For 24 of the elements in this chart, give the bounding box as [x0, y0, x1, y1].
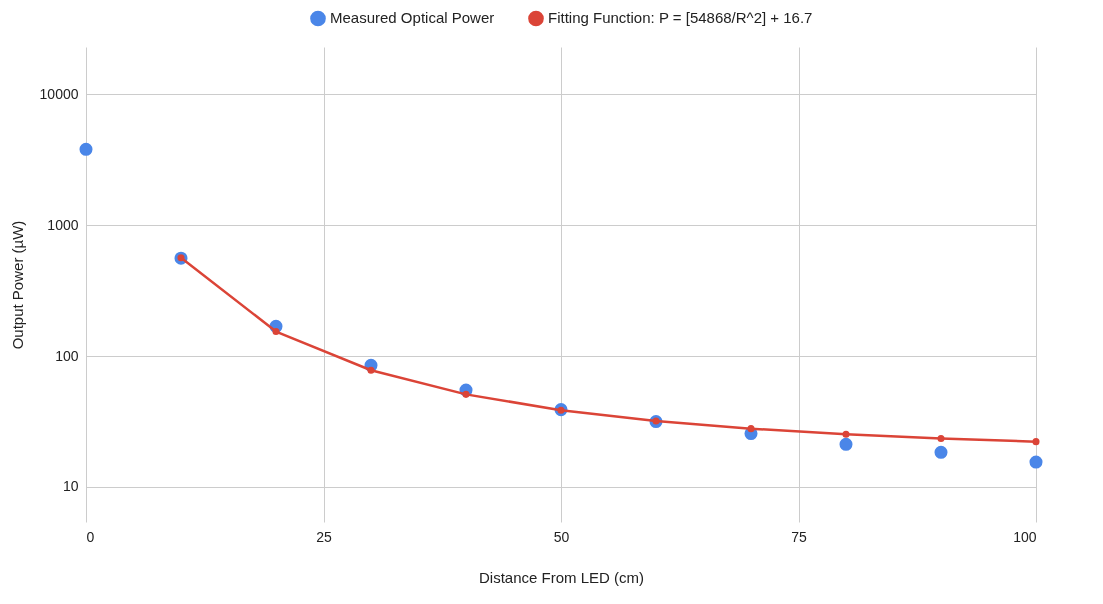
point — [842, 430, 850, 438]
x-tick-label: 75 — [791, 528, 807, 545]
point — [934, 445, 948, 459]
point — [272, 328, 280, 336]
y-tick-label: 100 — [55, 347, 79, 364]
point — [937, 434, 945, 442]
point — [462, 390, 470, 398]
point — [747, 425, 755, 433]
legend-label: Measured Optical Power — [330, 9, 495, 27]
point — [1029, 455, 1043, 469]
x-tick-label: 0 — [86, 528, 95, 545]
point — [79, 142, 93, 156]
x-axis-title: Distance From LED (cm) — [478, 568, 645, 586]
y-axis-title: Output Power (µW) — [8, 220, 26, 350]
y-tick-label: 10 — [62, 478, 79, 495]
y-tick-label: 10000 — [39, 85, 79, 102]
y-tick-label: 1000 — [47, 216, 79, 233]
x-tick-label: 100 — [1013, 528, 1037, 545]
point — [1032, 438, 1040, 446]
legend-label: Fitting Function: P = [54868/R^2] + 16.7 — [548, 9, 813, 27]
x-tick-label: 50 — [553, 528, 570, 545]
point — [367, 366, 375, 374]
x-tick-label: 25 — [316, 528, 332, 545]
point — [839, 437, 853, 451]
